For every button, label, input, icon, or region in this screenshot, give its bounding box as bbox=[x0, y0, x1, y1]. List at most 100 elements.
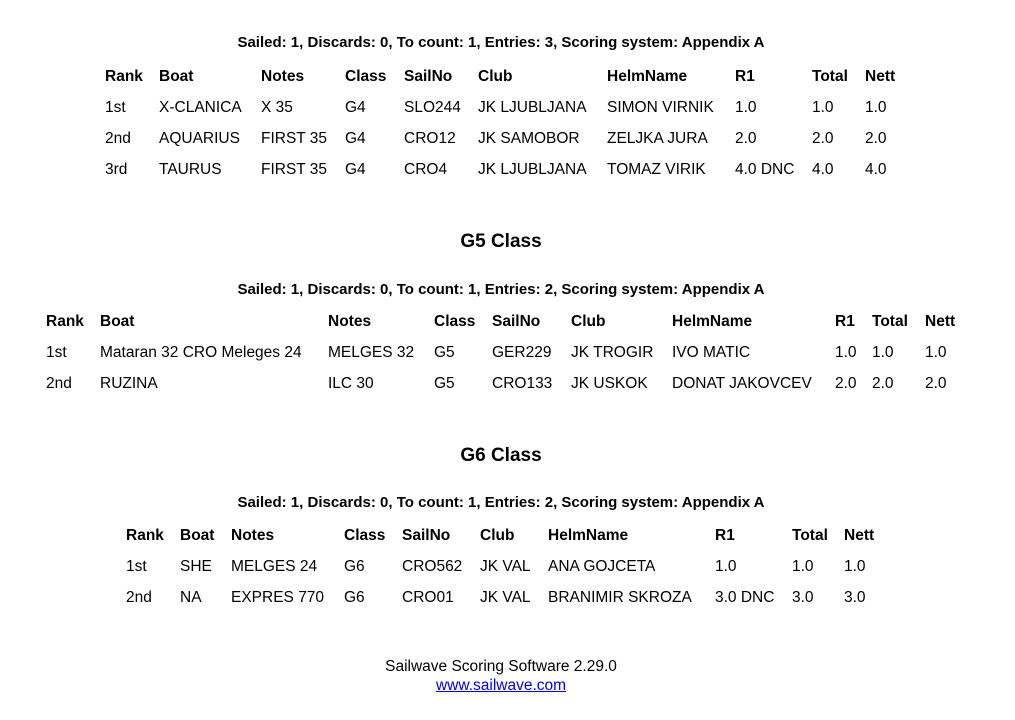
table-row: 1st SHE MELGES 24 G6 CRO562 JK VAL ANA GOJCETA… bbox=[126, 551, 880, 582]
column-header-boat: Boat bbox=[180, 526, 215, 544]
cell-nett: 1.0 bbox=[925, 343, 947, 361]
column-header-club: Club bbox=[480, 526, 515, 544]
cell-sailno: CRO4 bbox=[404, 160, 448, 178]
cell-helmname: SIMON VIRNIK bbox=[607, 98, 714, 116]
cell-sailno: CRO133 bbox=[492, 374, 553, 392]
column-header-nett: Nett bbox=[925, 312, 956, 330]
table-row: 1st X-CLANICA X 35 G4 SLO244 JK LJUBLJANA SIMO… bbox=[105, 92, 901, 123]
cell-helmname: ZELJKA JURA bbox=[607, 129, 708, 147]
cell-club: JK LJUBLJANA bbox=[478, 98, 587, 116]
column-header-notes: Notes bbox=[328, 312, 372, 330]
column-header-helmname: HelmName bbox=[548, 526, 629, 544]
cell-sailno: CRO01 bbox=[402, 588, 454, 606]
column-header-notes: Notes bbox=[231, 526, 275, 544]
table-row: 1st Mataran 32 CRO Meleges 24 MELGES 32 G5 G… bbox=[46, 337, 961, 368]
cell-helmname: DONAT JAKOVCEV bbox=[672, 374, 812, 392]
cell-class: G5 bbox=[434, 374, 455, 392]
cell-notes: FIRST 35 bbox=[261, 160, 328, 178]
column-header-club: Club bbox=[478, 67, 513, 85]
results-table-g6: Rank Boat Notes Class SailNo Club HelmName R1 To… bbox=[126, 520, 880, 613]
cell-club: JK USKOK bbox=[571, 374, 648, 392]
cell-notes: MELGES 32 bbox=[328, 343, 415, 361]
cell-sailno: CRO562 bbox=[402, 557, 463, 575]
column-header-helmname: HelmName bbox=[607, 67, 688, 85]
column-header-class: Class bbox=[344, 526, 386, 544]
cell-rank: 3rd bbox=[105, 160, 128, 178]
cell-r1: 3.0 DNC bbox=[715, 588, 775, 606]
cell-r1: 1.0 bbox=[715, 557, 737, 575]
cell-boat: SHE bbox=[180, 557, 212, 575]
column-header-boat: Boat bbox=[100, 312, 135, 330]
header-row: Rank Boat Notes Class SailNo Club HelmName R1 To… bbox=[126, 520, 880, 551]
cell-nett: 1.0 bbox=[844, 557, 866, 575]
cell-club: JK SAMOBOR bbox=[478, 129, 580, 147]
column-header-rank: Rank bbox=[126, 526, 164, 544]
heading-g5: G5 Class bbox=[460, 231, 542, 252]
cell-sailno: CRO12 bbox=[404, 129, 456, 147]
cell-r1: 2.0 bbox=[735, 129, 757, 147]
cell-helmname: IVO MATIC bbox=[672, 343, 751, 361]
cell-total: 4.0 bbox=[812, 160, 834, 178]
table-row: 3rd TAURUS FIRST 35 G4 CRO4 JK LJUBLJANA TOMAZ… bbox=[105, 154, 901, 185]
cell-class: G6 bbox=[344, 588, 365, 606]
cell-total: 1.0 bbox=[872, 343, 894, 361]
cell-r1: 1.0 bbox=[735, 98, 757, 116]
cell-rank: 1st bbox=[126, 557, 147, 575]
column-header-nett: Nett bbox=[865, 67, 896, 85]
cell-class: G6 bbox=[344, 557, 365, 575]
cell-boat: NA bbox=[180, 588, 202, 606]
cell-club: JK VAL bbox=[480, 557, 531, 575]
cell-club: JK VAL bbox=[480, 588, 531, 606]
cell-class: G4 bbox=[345, 98, 366, 116]
cell-total: 2.0 bbox=[812, 129, 834, 147]
results-table-g5: Rank Boat Notes Class SailNo Club HelmName R1 To… bbox=[46, 306, 961, 399]
cell-rank: 2nd bbox=[105, 129, 131, 147]
column-header-notes: Notes bbox=[261, 67, 305, 85]
cell-notes: FIRST 35 bbox=[261, 129, 328, 147]
cell-club: JK LJUBLJANA bbox=[478, 160, 587, 178]
header-row: Rank Boat Notes Class SailNo Club HelmName R1 To… bbox=[46, 306, 961, 337]
summary-g4: Sailed: 1, Discards: 0, To count: 1, Ent… bbox=[237, 34, 765, 51]
cell-nett: 1.0 bbox=[865, 98, 887, 116]
sailwave-link[interactable]: www.sailwave.com bbox=[435, 677, 567, 694]
cell-club: JK TROGIR bbox=[571, 343, 654, 361]
cell-class: G5 bbox=[434, 343, 455, 361]
heading-g6: G6 Class bbox=[460, 445, 542, 466]
cell-total: 3.0 bbox=[792, 588, 814, 606]
column-header-class: Class bbox=[345, 67, 387, 85]
cell-notes: MELGES 24 bbox=[231, 557, 318, 575]
cell-nett: 3.0 bbox=[844, 588, 866, 606]
cell-rank: 1st bbox=[105, 98, 126, 116]
cell-nett: 2.0 bbox=[925, 374, 947, 392]
table-row: 2nd RUZINA ILC 30 G5 CRO133 JK USKOK DONAT JAK… bbox=[46, 368, 961, 399]
column-header-helmname: HelmName bbox=[672, 312, 753, 330]
cell-boat: TAURUS bbox=[159, 160, 222, 178]
summary-g6: Sailed: 1, Discards: 0, To count: 1, Ent… bbox=[237, 494, 765, 511]
column-header-sailno: SailNo bbox=[404, 67, 453, 85]
cell-helmname: BRANIMIR SKROZA bbox=[548, 588, 692, 606]
cell-r1: 4.0 DNC bbox=[735, 160, 795, 178]
cell-notes: ILC 30 bbox=[328, 374, 374, 392]
header-row: Rank Boat Notes Class SailNo Club HelmName R1 To… bbox=[105, 61, 901, 92]
column-header-club: Club bbox=[571, 312, 606, 330]
column-header-boat: Boat bbox=[159, 67, 194, 85]
column-header-r1: R1 bbox=[835, 312, 855, 330]
cell-total: 1.0 bbox=[812, 98, 834, 116]
cell-boat: AQUARIUS bbox=[159, 129, 240, 147]
column-header-r1: R1 bbox=[735, 67, 755, 85]
cell-r1: 2.0 bbox=[835, 374, 857, 392]
cell-notes: X 35 bbox=[261, 98, 293, 116]
cell-sailno: SLO244 bbox=[404, 98, 461, 116]
column-header-total: Total bbox=[812, 67, 848, 85]
cell-r1: 1.0 bbox=[835, 343, 857, 361]
cell-sailno: GER229 bbox=[492, 343, 552, 361]
cell-class: G4 bbox=[345, 160, 366, 178]
cell-nett: 4.0 bbox=[865, 160, 887, 178]
cell-helmname: TOMAZ VIRIK bbox=[607, 160, 706, 178]
cell-rank: 1st bbox=[46, 343, 67, 361]
cell-total: 2.0 bbox=[872, 374, 894, 392]
footer-software: Sailwave Scoring Software 2.29.0 bbox=[385, 658, 617, 675]
cell-helmname: ANA GOJCETA bbox=[548, 557, 656, 575]
table-row: 2nd NA EXPRES 770 G6 CRO01 JK VAL BRANIMIR SKR… bbox=[126, 582, 880, 613]
column-header-rank: Rank bbox=[46, 312, 84, 330]
